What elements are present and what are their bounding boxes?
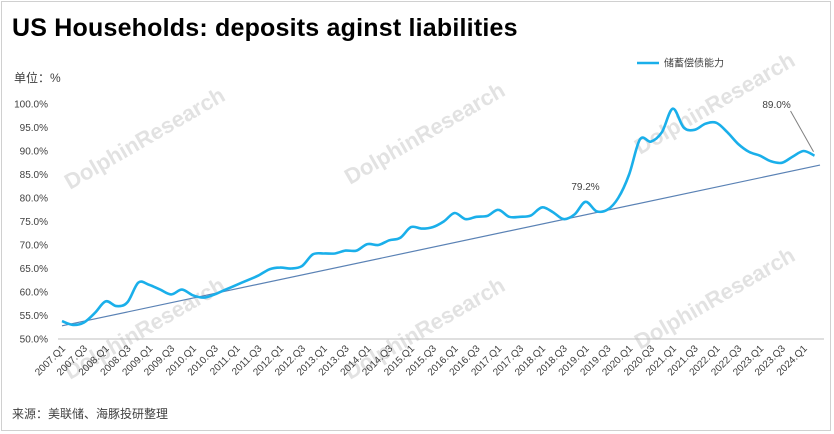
trend-line: [61, 164, 821, 327]
y-tick-label: 90.0%: [20, 147, 48, 158]
y-tick-label: 65.0%: [20, 264, 48, 275]
source-note: 来源：美联储、海豚投研整理: [12, 407, 169, 421]
y-tick-label: 50.0%: [20, 335, 48, 346]
y-tick-label: 95.0%: [20, 123, 48, 134]
y-tick-label: 60.0%: [20, 288, 48, 299]
page-title: US Households: deposits aginst liabiliti…: [12, 14, 518, 42]
watermark-text: DolphinResearch: [340, 77, 509, 189]
watermark-text: DolphinResearch: [630, 242, 799, 354]
series-line: [61, 107, 816, 327]
y-tick-label: 75.0%: [20, 217, 48, 228]
watermarks: DolphinResearch DolphinResearch DolphinRes…: [60, 47, 799, 384]
y-tick-label: 80.0%: [20, 194, 48, 205]
watermark-text: DolphinResearch: [60, 82, 229, 194]
y-tick-label: 85.0%: [20, 170, 48, 181]
data-label: 89.0%: [762, 100, 790, 111]
y-tick-label: 100.0%: [14, 100, 48, 111]
data-label: 79.2%: [571, 182, 599, 193]
legend-label: 储蓄偿债能力: [664, 57, 724, 70]
unit-label: 单位：%: [14, 71, 61, 85]
annotation-leader: [790, 110, 814, 152]
y-tick-label: 55.0%: [20, 311, 48, 322]
y-tick-label: 70.0%: [20, 241, 48, 252]
